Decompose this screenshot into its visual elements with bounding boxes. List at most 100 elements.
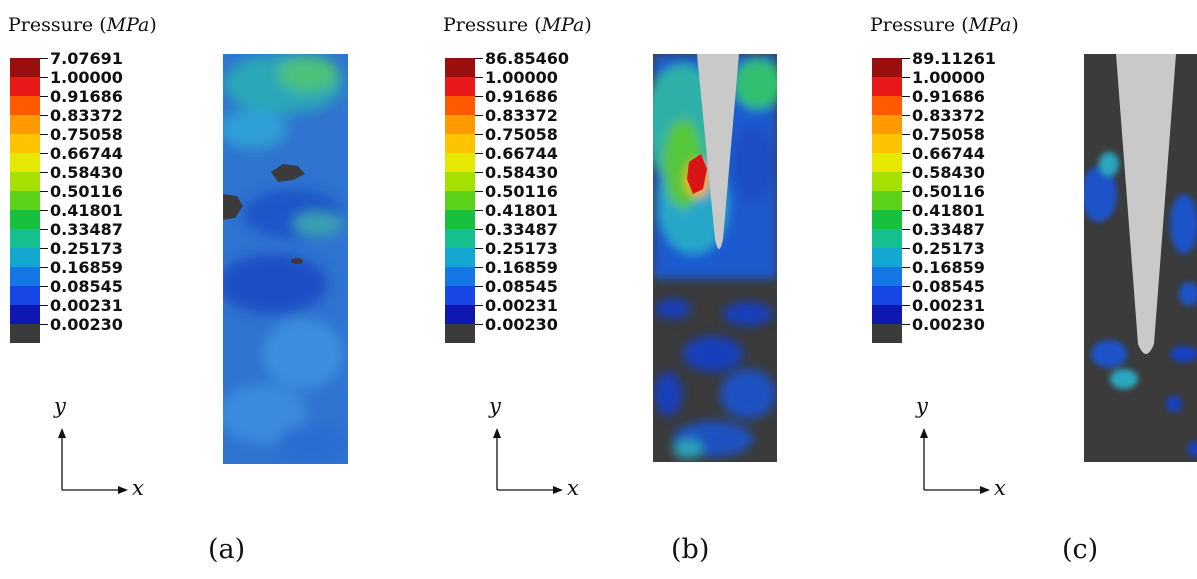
legend-swatch — [872, 58, 902, 77]
legend-tick — [475, 324, 483, 325]
legend-tick — [902, 324, 910, 325]
x-axis-label: x — [994, 476, 1006, 500]
legend-tick — [902, 153, 910, 154]
legend-swatch — [445, 58, 475, 77]
legend-tick — [902, 248, 910, 249]
legend-value: 0.66744 — [912, 144, 985, 163]
legend-value: 0.00230 — [50, 315, 123, 334]
legend-swatch — [10, 77, 40, 96]
axes-arrows — [58, 428, 128, 494]
legend-value: 0.25173 — [50, 239, 123, 258]
legend-swatch — [10, 229, 40, 248]
legend-swatch — [10, 324, 40, 343]
y-axis-label: y — [489, 394, 501, 418]
legend-tick — [40, 210, 48, 211]
coordinate-axes: y x — [40, 394, 150, 508]
legend-tick — [40, 153, 48, 154]
legend-swatch — [10, 286, 40, 305]
legend-tick — [40, 172, 48, 173]
legend-swatch — [445, 305, 475, 324]
y-axis-label: y — [916, 394, 928, 418]
legend-swatch — [872, 324, 902, 343]
legend-swatch — [445, 115, 475, 134]
legend-value: 0.58430 — [50, 163, 123, 182]
legend-value: 0.50116 — [912, 182, 985, 201]
legend-tick — [40, 324, 48, 325]
legend-tick — [475, 96, 483, 97]
contour-plot-a — [223, 54, 348, 464]
legend-tick — [902, 210, 910, 211]
legend-value: 0.25173 — [485, 239, 558, 258]
legend-value: 0.66744 — [50, 144, 123, 163]
legend-swatch — [872, 248, 902, 267]
legend-tick — [475, 191, 483, 192]
legend-value: 0.08545 — [912, 277, 985, 296]
legend-tick — [40, 191, 48, 192]
legend-tick — [40, 229, 48, 230]
panel-c: Pressure (MPa) 89.11261 1.00000 0.91686 0.8… — [862, 0, 1197, 579]
legend-value: 0.41801 — [485, 201, 558, 220]
legend-tick — [40, 248, 48, 249]
legend-tick — [902, 191, 910, 192]
legend-value: 1.00000 — [50, 68, 123, 87]
legend-value: 0.41801 — [912, 201, 985, 220]
legend-swatch — [10, 96, 40, 115]
legend-tick — [475, 115, 483, 116]
legend-value: 89.11261 — [912, 49, 997, 68]
legend-tick — [902, 267, 910, 268]
legend-swatch — [872, 77, 902, 96]
legend-value: 0.41801 — [50, 201, 123, 220]
legend-value: 0.83372 — [50, 106, 123, 125]
legend-value: 0.00231 — [912, 296, 985, 315]
legend-swatch — [872, 229, 902, 248]
pressure-field-b — [653, 54, 777, 462]
legend-swatch — [445, 77, 475, 96]
caption-c: (c) — [1062, 534, 1099, 565]
legend-tick — [902, 229, 910, 230]
legend-tick — [902, 286, 910, 287]
legend-tick — [902, 172, 910, 173]
legend-tick — [40, 77, 48, 78]
legend-value: 0.00230 — [912, 315, 985, 334]
legend-title: Pressure (MPa) — [8, 14, 157, 36]
pressure-field-c — [1084, 54, 1197, 462]
legend-tick — [475, 229, 483, 230]
legend-swatch — [872, 153, 902, 172]
legend-value: 0.00230 — [485, 315, 558, 334]
legend-tick — [902, 115, 910, 116]
legend-swatch — [10, 172, 40, 191]
coordinate-axes: y x — [902, 394, 1012, 508]
legend-value: 0.25173 — [912, 239, 985, 258]
legend-swatch — [872, 267, 902, 286]
legend-title: Pressure (MPa) — [443, 14, 592, 36]
legend-tick — [902, 305, 910, 306]
legend-tick — [40, 134, 48, 135]
legend-tick — [40, 115, 48, 116]
legend-swatch — [872, 172, 902, 191]
panel-a: Pressure (MPa) 7.07691 1.00000 0.91686 0.83… — [0, 0, 400, 579]
contour-plot-c — [1084, 54, 1197, 462]
legend-tick — [40, 305, 48, 306]
legend-swatch — [445, 153, 475, 172]
legend-swatch — [10, 248, 40, 267]
legend-value: 0.16859 — [912, 258, 985, 277]
legend-tick — [475, 248, 483, 249]
legend-value: 86.85460 — [485, 49, 570, 68]
x-axis-label: x — [567, 476, 579, 500]
legend-value: 0.33487 — [912, 220, 985, 239]
legend-title: Pressure (MPa) — [870, 14, 1019, 36]
contour-plot-b — [653, 54, 777, 462]
legend-swatch — [10, 115, 40, 134]
legend-value: 1.00000 — [485, 68, 558, 87]
legend-tick — [475, 77, 483, 78]
legend-tick — [475, 134, 483, 135]
legend-swatch — [445, 96, 475, 115]
legend-tick — [40, 58, 48, 59]
legend-value: 1.00000 — [912, 68, 985, 87]
legend-swatch — [10, 58, 40, 77]
legend-swatch — [445, 267, 475, 286]
legend-value: 0.83372 — [912, 106, 985, 125]
coordinate-axes: y x — [475, 394, 585, 508]
legend-swatch — [445, 324, 475, 343]
legend-swatch — [872, 115, 902, 134]
